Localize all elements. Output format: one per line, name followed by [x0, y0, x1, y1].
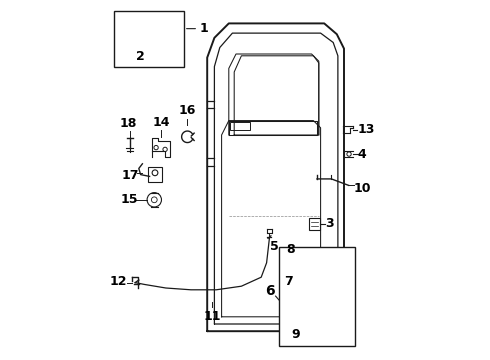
Bar: [148, 167, 162, 182]
Text: 1: 1: [200, 22, 209, 35]
Text: 13: 13: [357, 123, 375, 136]
Text: 3: 3: [325, 217, 334, 230]
Text: 7: 7: [284, 275, 293, 288]
Text: 2: 2: [136, 50, 145, 63]
Bar: [114, 11, 184, 67]
Bar: [308, 288, 346, 331]
Text: 12: 12: [109, 275, 127, 288]
Bar: [230, 122, 250, 130]
Bar: [309, 218, 319, 230]
Text: 14: 14: [153, 116, 170, 129]
Text: 5: 5: [270, 240, 279, 253]
Text: 15: 15: [121, 193, 138, 206]
Text: 17: 17: [122, 169, 139, 182]
Text: 16: 16: [179, 104, 196, 117]
Text: 6: 6: [266, 284, 275, 298]
Text: 9: 9: [291, 328, 300, 341]
Text: 10: 10: [354, 183, 371, 195]
Text: 8: 8: [286, 243, 294, 256]
Text: 4: 4: [358, 148, 367, 161]
Text: 18: 18: [119, 117, 137, 130]
Bar: [279, 247, 355, 346]
Text: 11: 11: [203, 310, 220, 323]
